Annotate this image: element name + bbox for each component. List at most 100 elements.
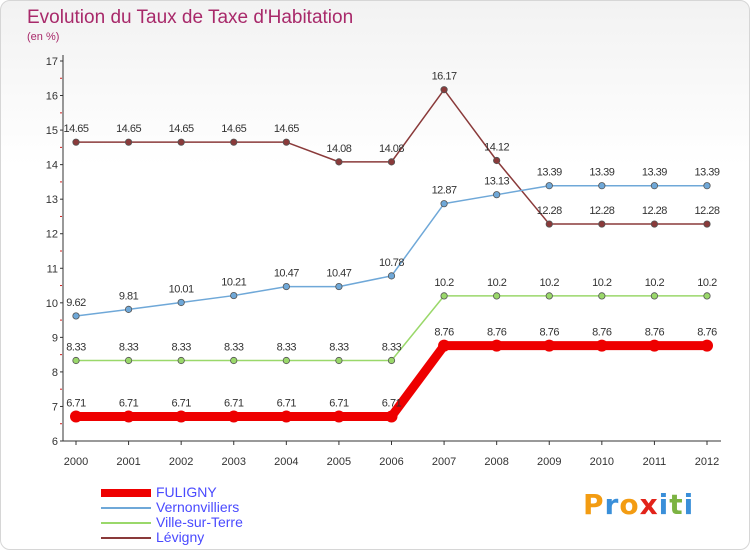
data-label: 6.71 [277,397,297,409]
data-point [493,292,501,300]
y-tick-label: 9 [52,332,58,344]
data-label: 14.65 [116,123,141,135]
x-tick-label: 2006 [379,456,403,468]
data-point [493,191,501,199]
data-label: 8.76 [592,327,612,339]
legend-label: Lévigny [156,529,205,545]
x-tick-label: 2007 [432,456,456,468]
data-label: 10.47 [274,268,299,280]
data-point [598,220,606,228]
data-point [335,282,343,291]
y-tick-label: 7 [52,401,58,413]
legend-swatch [101,522,151,524]
data-point [440,292,448,300]
data-label: 13.39 [642,167,667,179]
legend-label: Vernonvilliers [156,499,240,515]
legend-label: FULIGNY [156,484,217,500]
x-tick-label: 2008 [484,456,508,468]
y-tick-label: 16 [46,91,58,103]
data-label: 8.76 [645,327,665,339]
data-label: 14.08 [326,143,351,155]
data-label: 6.71 [329,397,349,409]
data-label: 14.08 [379,143,404,155]
data-label: 12.28 [694,205,719,217]
data-label: 14.12 [484,141,509,153]
data-point [227,410,240,423]
data-label: 9.81 [119,290,139,302]
data-label: 8.33 [277,342,297,354]
data-label: 10.2 [540,277,560,289]
data-label: 13.39 [694,167,719,179]
data-point [332,410,345,423]
data-label: 9.62 [66,297,86,309]
data-label: 8.33 [382,342,402,354]
data-label: 14.65 [221,123,246,135]
x-tick-label: 2000 [64,456,88,468]
data-point [598,182,606,190]
data-point [124,138,133,146]
data-label: 13.39 [537,167,562,179]
data-label: 10.21 [221,277,246,289]
logo-letter: r [604,488,620,521]
data-point [598,292,606,300]
data-point [387,158,396,166]
data-point [490,339,503,352]
data-label: 10.2 [434,277,454,289]
data-label: 10.2 [592,277,612,289]
logo-letter: i [683,488,695,521]
data-point [387,356,396,365]
data-label: 8.33 [119,342,139,354]
line-chart: 6 7 8 9 10 11 12 13 14 15 16 17 2000 2001 2002 2003 2004… [46,55,721,468]
data-point [440,86,448,94]
data-label: 6.71 [224,397,244,409]
data-point [122,410,135,423]
logo-letter: t [669,488,684,521]
data-label: 16.17 [432,71,457,83]
x-tick-label: 2003 [222,456,246,468]
x-tick-label: 2004 [274,456,298,468]
series-line-l-vigny [75,88,708,225]
x-tick-label: 2002 [169,456,193,468]
data-point [72,356,80,365]
data-label: 8.76 [434,327,454,339]
data-point [335,158,343,166]
data-point [124,305,133,313]
data-label: 12.28 [642,205,667,217]
data-point [70,410,82,423]
logo-letter: P [583,488,605,521]
data-label: 6.71 [171,397,191,409]
data-label: 8.76 [540,327,560,339]
y-tick-label: 14 [46,160,58,172]
data-label: 13.13 [484,176,509,188]
y-tick-label: 11 [47,263,58,275]
data-point [387,272,396,280]
data-point [650,182,659,190]
data-point [493,156,501,165]
data-point [177,356,185,365]
data-point [438,339,451,352]
data-point [72,312,80,320]
chart-unit-label: (en %) [27,31,60,43]
data-point [650,292,659,300]
data-point [701,339,713,352]
data-label: 10.78 [379,257,404,269]
y-tick-label: 10 [46,298,58,310]
y-tick-label: 17 [46,56,58,68]
data-label: 8.33 [224,342,244,354]
data-label: 8.33 [329,342,349,354]
data-point [545,220,553,228]
data-label: 6.71 [66,397,86,409]
data-label: 10.2 [697,277,717,289]
y-tick-label: 8 [52,367,58,379]
proxiti-logo: Proxiti [583,488,694,521]
y-tick-label: 15 [46,125,58,137]
data-point [703,182,711,190]
x-tick-label: 2012 [695,456,719,468]
data-point [440,200,448,208]
x-tick-label: 2011 [643,456,667,468]
data-label: 12.28 [589,205,614,217]
data-label: 10.2 [487,277,507,289]
data-label: 14.65 [63,123,88,135]
data-label: 12.87 [432,185,457,197]
